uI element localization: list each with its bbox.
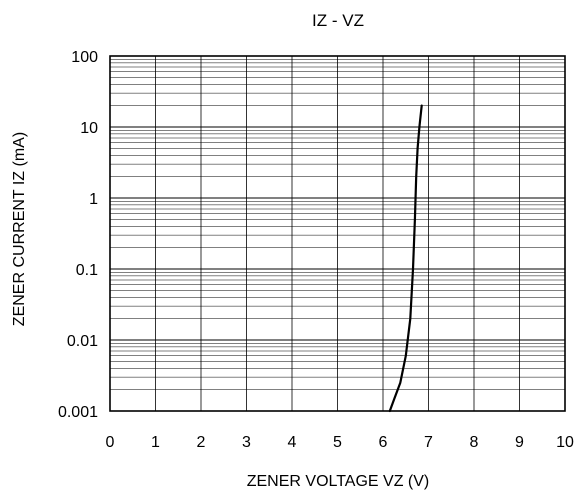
x-tick-label: 4 — [288, 434, 297, 451]
x-tick-label: 0 — [106, 434, 115, 451]
x-tick-label: 10 — [556, 434, 574, 451]
y-tick-label: 1 — [89, 191, 98, 208]
x-tick-label: 1 — [151, 434, 160, 451]
x-tick-label: 7 — [424, 434, 433, 451]
x-tick-label: 8 — [470, 434, 479, 451]
y-tick-label: 0.1 — [76, 262, 98, 279]
x-tick-label: 6 — [379, 434, 388, 451]
y-axis-title: ZENER CURRENT IZ (mA) — [11, 132, 28, 326]
y-axis-tick-labels: 100 10 1 0.1 0.01 0.001 — [58, 49, 98, 421]
chart-title: IZ - VZ — [312, 11, 364, 30]
iz-vz-curve — [388, 104, 423, 413]
x-axis-tick-labels: 0 1 2 3 4 5 6 7 8 9 10 — [106, 434, 574, 451]
grid — [109, 55, 566, 412]
series-layer — [388, 104, 423, 413]
x-tick-label: 2 — [197, 434, 206, 451]
y-tick-label: 10 — [80, 120, 98, 137]
plot-frame — [109, 55, 566, 412]
y-tick-label: 0.001 — [58, 404, 98, 421]
y-tick-label: 100 — [71, 49, 98, 66]
x-tick-label: 5 — [333, 434, 342, 451]
x-axis-title: ZENER VOLTAGE VZ (V) — [247, 473, 430, 490]
x-tick-label: 3 — [242, 434, 251, 451]
x-tick-label: 9 — [515, 434, 524, 451]
y-tick-label: 0.01 — [67, 333, 98, 350]
